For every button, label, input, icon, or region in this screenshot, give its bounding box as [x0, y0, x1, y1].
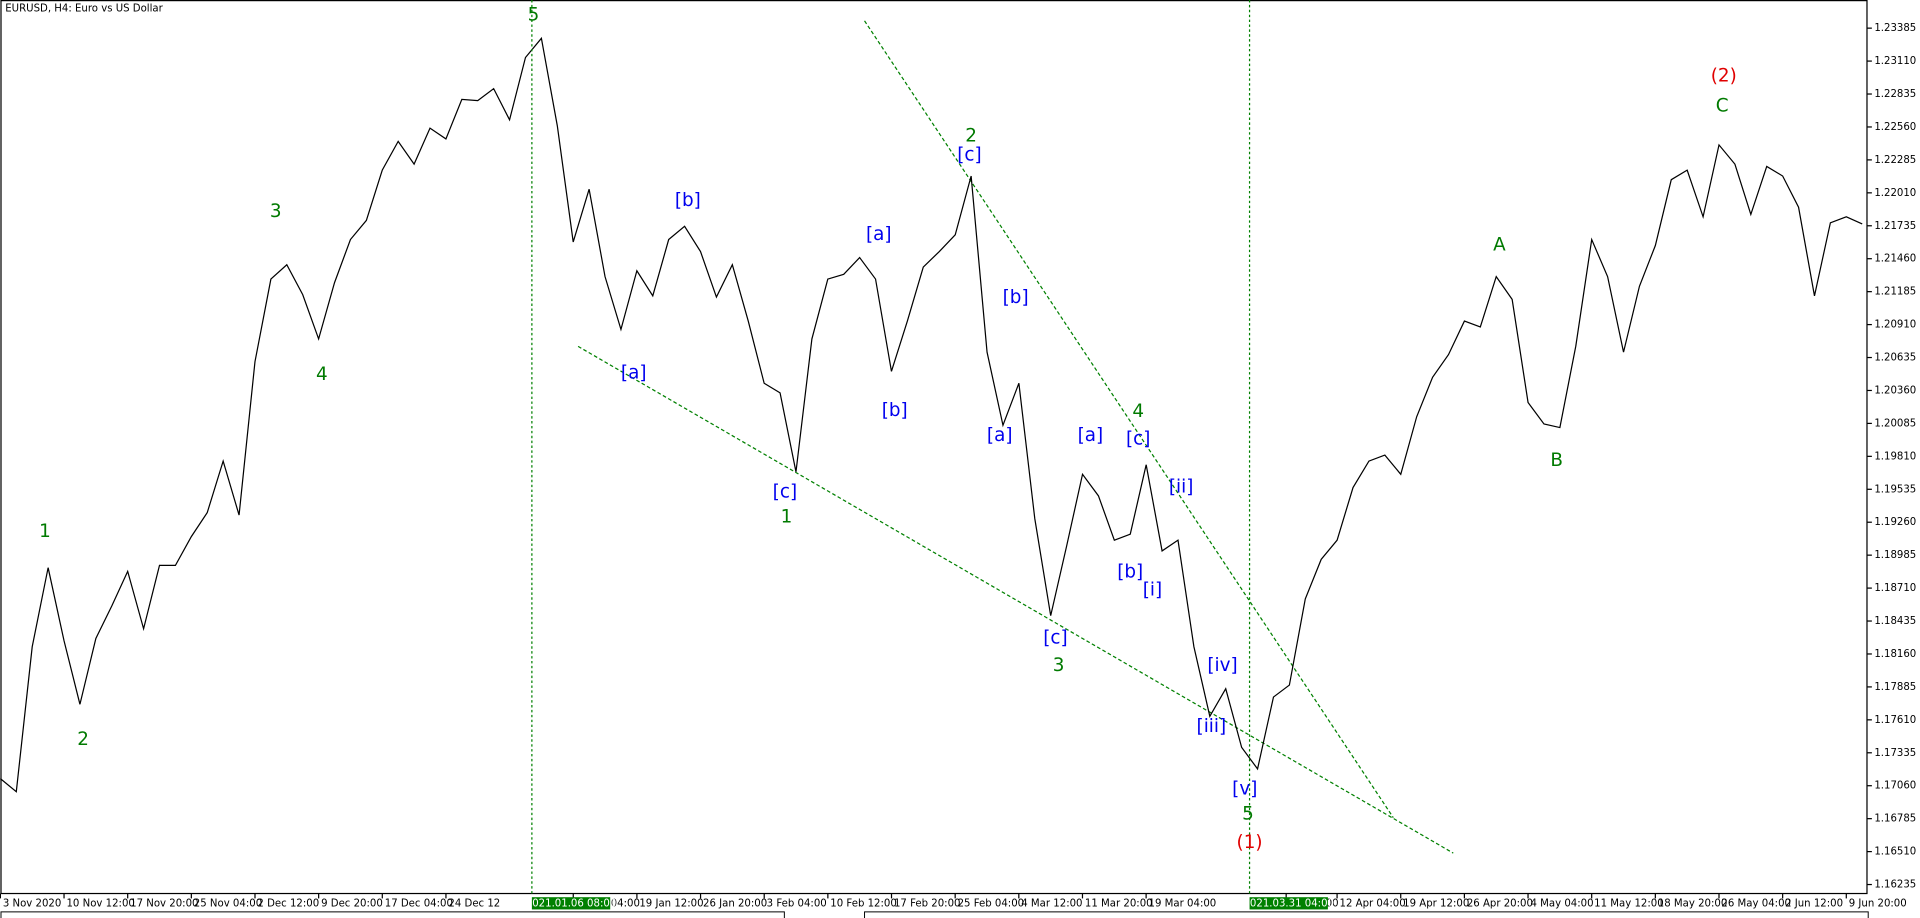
wave-label: (1): [1237, 832, 1263, 853]
y-tick-label: 1.22010: [1874, 188, 1916, 199]
y-tick-label: 1.20635: [1874, 353, 1916, 364]
y-tick-label: 1.17885: [1874, 682, 1916, 693]
wave-label: [ii]: [1169, 476, 1194, 497]
x-tick-label: 10 Feb 12:00: [830, 898, 897, 909]
wave-label: [iii]: [1197, 716, 1227, 737]
wave-label: [a]: [621, 363, 647, 384]
y-tick-label: 1.19535: [1874, 484, 1916, 495]
trendline: [864, 20, 1394, 818]
marker-label: 2021.01.06 08:00: [526, 898, 617, 909]
y-tick-label: 1.20085: [1874, 418, 1916, 429]
marker-label: 2021.03.31 04:00: [1243, 898, 1334, 909]
wave-label: 3: [1053, 655, 1065, 676]
x-tick-label: 11 May 12:00: [1594, 898, 1664, 909]
wave-label: 3: [270, 201, 282, 222]
subpanel-frame: [864, 911, 1869, 918]
wave-label: 2: [77, 729, 89, 750]
x-tick-label: 2 Dec 12:00: [257, 898, 319, 909]
y-tick-label: 1.21185: [1874, 287, 1916, 298]
wave-label: [c]: [957, 145, 981, 166]
y-tick-label: 1.17335: [1874, 748, 1916, 759]
x-tick-label: 26 May 04:00: [1721, 898, 1791, 909]
x-tick-label: 4 Mar 12:00: [1021, 898, 1082, 909]
x-tick-label: 26 Jan 20:00: [703, 898, 767, 909]
x-tick-label: 2 Jun 12:00: [1785, 898, 1843, 909]
wave-label: [a]: [987, 425, 1013, 446]
y-tick-label: 1.16510: [1874, 847, 1916, 858]
wave-label: [b]: [675, 190, 701, 211]
y-tick-label: 1.22835: [1874, 89, 1916, 100]
wave-label: A: [1493, 235, 1506, 256]
y-tick-label: 1.23385: [1874, 23, 1916, 34]
x-tick-label: 18 May 20:00: [1658, 898, 1728, 909]
wave-label: 5: [1242, 803, 1254, 824]
wave-label: [c]: [1126, 429, 1150, 450]
y-tick-label: 1.23110: [1874, 56, 1916, 67]
wave-label: [b]: [1003, 287, 1029, 308]
wave-label: [c]: [1043, 627, 1067, 648]
y-tick-label: 1.19260: [1874, 517, 1916, 528]
x-tick-label: 26 Apr 20:00: [1467, 898, 1533, 909]
wave-label: (2): [1711, 66, 1737, 87]
wave-label: [i]: [1143, 579, 1162, 600]
x-tick-label: 17 Feb 20:00: [894, 898, 961, 909]
x-tick-label: 10 Nov 12:00: [66, 898, 134, 909]
wave-label: 5: [528, 5, 540, 26]
y-tick-label: 1.18160: [1874, 649, 1916, 660]
wave-label: 1: [781, 506, 793, 527]
wave-label: [iv]: [1207, 655, 1237, 676]
y-tick-label: 1.16785: [1874, 814, 1916, 825]
wave-label: [a]: [1078, 425, 1104, 446]
y-tick-label: 1.17610: [1874, 715, 1916, 726]
x-tick-label: 25 Feb 04:00: [958, 898, 1025, 909]
wave-label: 2: [965, 126, 977, 147]
wave-label: [v]: [1232, 778, 1257, 799]
x-tick-label: 19 Mar 04:00: [1149, 898, 1217, 909]
x-tick-label: 3 Nov 2020: [3, 898, 62, 909]
x-tick-label: 25 Nov 04:00: [194, 898, 262, 909]
wave-label: C: [1716, 96, 1729, 117]
y-tick-label: 1.17060: [1874, 781, 1916, 792]
y-tick-label: 1.16235: [1874, 880, 1916, 891]
wave-label: [b]: [1117, 562, 1143, 583]
x-tick-label: 9 Dec 20:00: [321, 898, 383, 909]
x-tick-label: 12 Apr 04:00: [1340, 898, 1406, 909]
wave-label: [c]: [773, 481, 797, 502]
x-tick-label: 4 May 04:00: [1530, 898, 1593, 909]
x-tick-label: 17 Nov 20:00: [130, 898, 198, 909]
x-tick-label: 11 Mar 20:00: [1085, 898, 1153, 909]
marker-label-bg: [1249, 897, 1328, 910]
y-tick-label: 1.22285: [1874, 155, 1916, 166]
wave-label: B: [1550, 450, 1563, 471]
y-tick-label: 1.22560: [1874, 122, 1916, 133]
y-tick-label: 1.18435: [1874, 616, 1916, 627]
plot-frame: [0, 0, 1868, 895]
marker-label-bg: [531, 897, 611, 910]
price-line: [0, 36, 1863, 793]
y-tick-label: 1.21460: [1874, 254, 1916, 265]
x-tick-label: 17 Dec 04:00: [385, 898, 453, 909]
wave-label: [a]: [866, 224, 892, 245]
x-tick-label: 9 Jun 20:00: [1849, 898, 1907, 909]
trendline: [577, 345, 1454, 854]
x-tick-label: 3 Feb 04:00: [767, 898, 827, 909]
y-tick-label: 1.21735: [1874, 221, 1916, 232]
chart-title: EURUSD, H4: Euro vs US Dollar: [5, 4, 163, 15]
subpanel-frame: [0, 911, 785, 918]
y-tick-label: 1.20360: [1874, 385, 1916, 396]
wave-label: 4: [316, 364, 328, 385]
wave-label: 1: [39, 521, 51, 542]
y-tick-label: 1.19810: [1874, 451, 1916, 462]
x-tick-label: 19 Jan 12:00: [639, 898, 703, 909]
x-tick-label: 19 Apr 12:00: [1403, 898, 1469, 909]
wave-label: 4: [1132, 401, 1144, 422]
wave-label: [b]: [882, 400, 908, 421]
y-tick-label: 1.20910: [1874, 320, 1916, 331]
y-tick-label: 1.18985: [1874, 550, 1916, 561]
y-tick-label: 1.18710: [1874, 583, 1916, 594]
x-tick-label: 24 Dec 12: [448, 898, 500, 909]
